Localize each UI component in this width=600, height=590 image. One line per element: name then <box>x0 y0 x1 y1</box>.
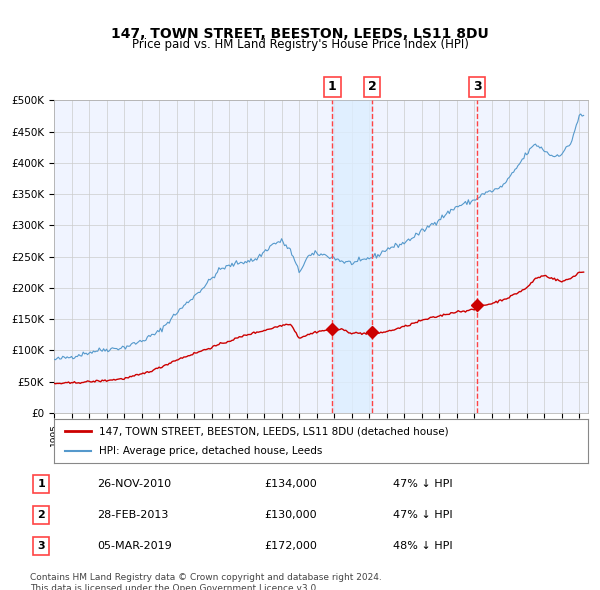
Bar <box>332 100 372 413</box>
Text: 1: 1 <box>328 80 337 93</box>
Text: 28-FEB-2013: 28-FEB-2013 <box>97 510 169 520</box>
Text: 26-NOV-2010: 26-NOV-2010 <box>97 478 171 489</box>
Text: £172,000: £172,000 <box>265 541 317 551</box>
Text: 3: 3 <box>473 80 481 93</box>
Text: 147, TOWN STREET, BEESTON, LEEDS, LS11 8DU (detached house): 147, TOWN STREET, BEESTON, LEEDS, LS11 8… <box>100 427 449 436</box>
Text: 2: 2 <box>368 80 376 93</box>
Text: Price paid vs. HM Land Registry's House Price Index (HPI): Price paid vs. HM Land Registry's House … <box>131 38 469 51</box>
Text: Contains HM Land Registry data © Crown copyright and database right 2024.
This d: Contains HM Land Registry data © Crown c… <box>30 573 382 590</box>
Text: 1: 1 <box>37 478 45 489</box>
Text: £134,000: £134,000 <box>265 478 317 489</box>
Text: £130,000: £130,000 <box>265 510 317 520</box>
Text: 47% ↓ HPI: 47% ↓ HPI <box>392 478 452 489</box>
Text: 48% ↓ HPI: 48% ↓ HPI <box>392 541 452 551</box>
Text: 05-MAR-2019: 05-MAR-2019 <box>97 541 172 551</box>
Text: 2: 2 <box>37 510 45 520</box>
Text: 47% ↓ HPI: 47% ↓ HPI <box>392 510 452 520</box>
Text: 147, TOWN STREET, BEESTON, LEEDS, LS11 8DU: 147, TOWN STREET, BEESTON, LEEDS, LS11 8… <box>111 27 489 41</box>
Text: 3: 3 <box>37 541 45 551</box>
Text: HPI: Average price, detached house, Leeds: HPI: Average price, detached house, Leed… <box>100 446 323 455</box>
